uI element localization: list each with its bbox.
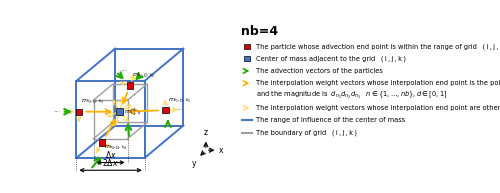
Bar [99,139,105,146]
Text: The interpolation weight vectors whose interpolation end point are other points: The interpolation weight vectors whose i… [256,105,500,111]
Text: $2\Delta x$: $2\Delta x$ [102,157,119,168]
Text: $\Delta x$: $\Delta x$ [104,149,117,160]
Text: ...: ... [120,64,128,73]
Text: Center of mass adjacent to the grid   ( i , j , k ): Center of mass adjacent to the grid ( i … [256,55,406,62]
Text: ...: ... [176,103,183,112]
Text: $m_{i_1,j_1,k_1}$: $m_{i_1,j_1,k_1}$ [168,97,191,106]
Text: The particle whose advection end point is within the range of grid   ( i , j , k: The particle whose advection end point i… [256,43,500,50]
Text: ...: ... [144,67,150,76]
Bar [116,108,123,115]
Text: ...: ... [92,150,100,159]
Bar [244,56,250,61]
Text: $m_{i_4,j_4,k_4}$: $m_{i_4,j_4,k_4}$ [104,144,128,153]
Text: The range of influence of the center of mass: The range of influence of the center of … [256,117,406,123]
Bar [76,109,82,115]
Bar [127,82,133,89]
Text: nb=4: nb=4 [241,25,278,38]
Text: ...: ... [54,105,60,114]
Text: z: z [204,128,208,137]
Text: $m^{nb}_{i,j,k}$: $m^{nb}_{i,j,k}$ [124,107,142,119]
Text: The advection vectors of the particles: The advection vectors of the particles [256,68,383,74]
Text: $m_{i_2,j_2,k_2}$: $m_{i_2,j_2,k_2}$ [132,72,156,81]
Bar [162,107,168,113]
Text: x: x [219,146,224,155]
Text: and the magnitude is  $d_{n_1}d_{n_2}d_{n_3}$   $n \in \{1,\ldots, nb\}, d \in [: and the magnitude is $d_{n_1}d_{n_2}d_{n… [256,90,448,101]
Text: The interpolation weight vectors whose interpolation end point is the point   ( : The interpolation weight vectors whose i… [256,80,500,86]
Text: y: y [192,159,196,168]
Bar [244,44,250,49]
Text: $m_{i_3,j_3,k_3}$: $m_{i_3,j_3,k_3}$ [81,98,104,107]
Text: The boundary of grid   ( i , j , k ): The boundary of grid ( i , j , k ) [256,129,357,136]
